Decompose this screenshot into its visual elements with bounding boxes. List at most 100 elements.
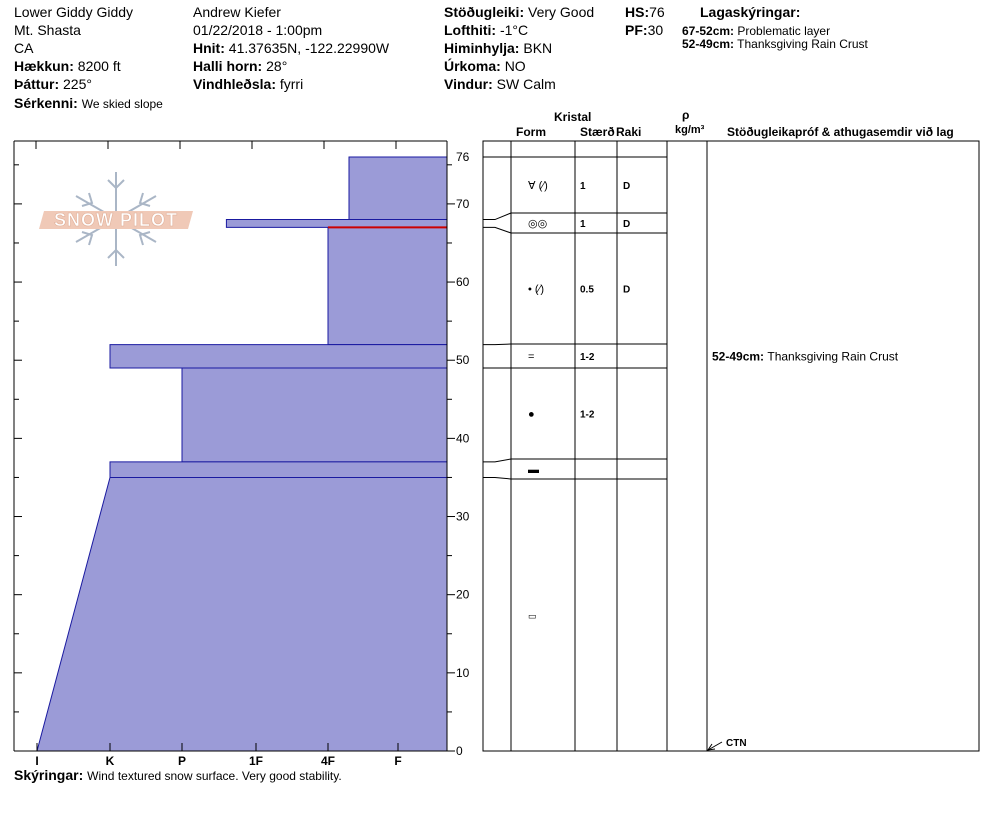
grain-form-symbol: ∀ (⁄) bbox=[528, 180, 548, 192]
depth-tick-label: 60 bbox=[456, 275, 470, 289]
depth-connector bbox=[483, 343, 512, 346]
pf-value: 30 bbox=[647, 22, 664, 38]
wind-loading-label: Vindhleðsla: bbox=[193, 76, 276, 92]
hardness-tick-label: P bbox=[178, 754, 186, 768]
grain-form-symbol: ▬ bbox=[528, 464, 539, 476]
air-temp-row: Lofthiti: -1°C bbox=[444, 22, 528, 38]
grain-form-symbol: ▭ bbox=[528, 611, 537, 621]
elevation-label: Hækkun: bbox=[14, 58, 74, 74]
footer-notes: Skýringar: Wind textured snow surface. V… bbox=[14, 767, 342, 783]
footer-label: Skýringar: bbox=[14, 767, 84, 783]
coords-label: Hnit: bbox=[193, 40, 225, 56]
hardness-layers bbox=[36, 156, 448, 752]
stability-test-label: CTN bbox=[726, 738, 747, 749]
test-pointer bbox=[707, 741, 723, 751]
sky-row: Himinhylja: BKN bbox=[444, 40, 552, 56]
grain-form-symbol: ◎◎ bbox=[528, 218, 547, 230]
observation-datetime: 01/22/2018 - 1:00pm bbox=[193, 22, 323, 38]
hs-value: 76 bbox=[649, 4, 665, 20]
density-unit-header: kg/m³ bbox=[675, 124, 705, 136]
slope-value: 28° bbox=[266, 58, 288, 74]
layer-note-text: Thanksgiving Rain Crust bbox=[737, 37, 868, 51]
moisture-header: Raki bbox=[616, 125, 642, 139]
coords-value: 41.37635N, -122.22990W bbox=[228, 40, 390, 56]
observer-name: Andrew Kiefer bbox=[193, 4, 281, 20]
depth-connector bbox=[483, 226, 512, 234]
coords-row: Hnit: 41.37635N, -122.22990W bbox=[193, 40, 389, 56]
grain-size: 1-2 bbox=[580, 352, 595, 363]
grain-form-symbol: • (⁄) bbox=[528, 284, 544, 296]
precip-value: NO bbox=[504, 58, 526, 74]
hardness-layer bbox=[327, 226, 448, 346]
state-name: CA bbox=[14, 40, 34, 56]
wind-row: Vindur: SW Calm bbox=[444, 76, 556, 92]
table-frame bbox=[482, 140, 980, 752]
precip-row: Úrkoma: NO bbox=[444, 58, 526, 74]
grain-size: 0.5 bbox=[580, 285, 594, 296]
depth-tick-label: 30 bbox=[456, 510, 470, 524]
logo-banner bbox=[39, 211, 193, 229]
stability-label: Stöðugleiki: bbox=[444, 4, 525, 20]
depth-tick-label: 70 bbox=[456, 197, 470, 211]
stratigraphy-table: ∀ (⁄) 1 D ◎◎ 1 D • (⁄) 0.5 D = 1-2 ● 1-2 ▬ ▭ 52-49cm: T… bbox=[482, 140, 980, 752]
size-header: Stærð bbox=[580, 125, 615, 139]
slope-row: Halli horn: 28° bbox=[193, 58, 287, 74]
layer-comment-range: 52-49cm: bbox=[712, 349, 767, 363]
wind-loading-row: Vindhleðsla: fyrri bbox=[193, 76, 303, 92]
density-symbol-header: ρ bbox=[682, 108, 690, 122]
stability-value: Very Good bbox=[528, 4, 595, 20]
slope-label: Halli horn: bbox=[193, 58, 263, 74]
hardness-layer bbox=[225, 219, 448, 228]
hardness-tick-label: K bbox=[106, 754, 115, 768]
precip-label: Úrkoma: bbox=[444, 58, 501, 74]
layer-note-range: 67-52cm: bbox=[682, 24, 735, 38]
depth-tick-label: 0 bbox=[456, 744, 463, 758]
pf-label: PF: bbox=[625, 22, 648, 38]
depth-tick-label: 40 bbox=[456, 431, 470, 445]
hardness-layer bbox=[181, 367, 448, 463]
aspect-row: Þáttur: 225° bbox=[14, 76, 92, 92]
location-name: Lower Giddy Giddy bbox=[14, 4, 134, 20]
grain-size: 1-2 bbox=[580, 410, 595, 421]
air-temp-value: -1°C bbox=[499, 22, 529, 38]
hardness-tick-label: I bbox=[35, 754, 38, 768]
mountain-name: Mt. Shasta bbox=[14, 22, 81, 38]
hardness-layer bbox=[36, 476, 448, 752]
layer-note-range: 52-49cm: bbox=[682, 37, 735, 51]
features-value: We skied slope bbox=[81, 97, 163, 111]
elevation-row: Hækkun: 8200 ft bbox=[14, 58, 121, 74]
hardness-tick-label: F bbox=[394, 754, 401, 768]
form-header: Form bbox=[516, 125, 546, 139]
elevation-value: 8200 ft bbox=[77, 58, 121, 74]
footer-text: Wind textured snow surface. Very good st… bbox=[87, 769, 342, 783]
crystal-header: Kristal bbox=[554, 110, 592, 124]
moisture-value: D bbox=[623, 219, 630, 230]
air-temp-label: Lofthiti: bbox=[444, 22, 497, 38]
aspect-value: 225° bbox=[63, 76, 92, 92]
moisture-value: D bbox=[623, 181, 630, 192]
grain-size: 1 bbox=[580, 181, 586, 192]
wind-value: SW Calm bbox=[496, 76, 556, 92]
depth-tick-label: 20 bbox=[456, 588, 470, 602]
comments-header: Stöðugleikapróf & athugasemdir við lag bbox=[727, 125, 954, 139]
depth-connector bbox=[483, 476, 512, 480]
depth-tick-label: 76 bbox=[456, 150, 470, 164]
grain-form-symbol: = bbox=[528, 351, 534, 363]
hardness-tick-label: 4F bbox=[321, 754, 335, 768]
pf-row: PF:30 bbox=[625, 22, 663, 38]
hs-label: HS: bbox=[625, 4, 650, 20]
depth-tick-label: 10 bbox=[456, 666, 470, 680]
aspect-label: Þáttur: bbox=[14, 76, 60, 92]
layer-note: 52-49cm: Thanksgiving Rain Crust bbox=[682, 37, 868, 51]
test-pointer-arrow bbox=[706, 743, 716, 751]
depth-connector bbox=[483, 458, 512, 463]
wind-label: Vindur: bbox=[444, 76, 493, 92]
sky-value: BKN bbox=[523, 40, 553, 56]
features-row: Sérkenni: We skied slope bbox=[14, 95, 163, 111]
logo-text: SNOW PILOT bbox=[54, 210, 178, 230]
hardness-layer bbox=[109, 344, 448, 369]
layer-note-text: Problematic layer bbox=[737, 24, 831, 38]
stability-row: Stöðugleiki: Very Good bbox=[444, 4, 594, 20]
hardness-layer bbox=[348, 156, 448, 221]
